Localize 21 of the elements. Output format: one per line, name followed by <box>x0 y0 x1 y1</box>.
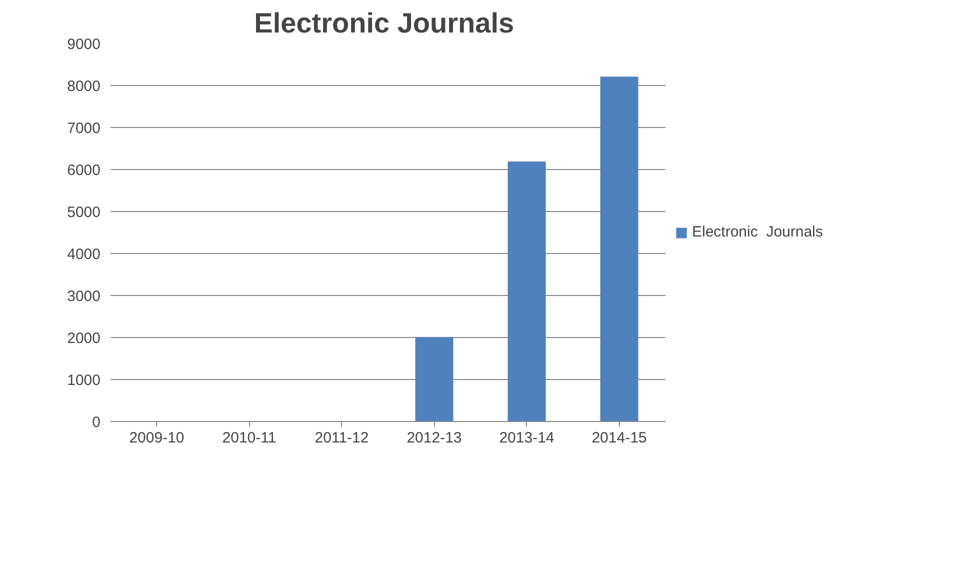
y-tick-label: 6000 <box>67 162 101 179</box>
legend-label: Electronic Journals <box>692 224 823 240</box>
y-tick-label: 8000 <box>67 78 101 95</box>
y-tick-label: 5000 <box>67 204 101 221</box>
bar <box>600 76 638 422</box>
bar <box>508 161 546 422</box>
y-tick-label: 3000 <box>67 288 101 305</box>
y-tick-label: 1000 <box>67 372 101 389</box>
x-tick-label: 2012-13 <box>406 430 462 446</box>
x-tick-label: 2014-15 <box>592 430 647 446</box>
x-tick-label: 2009-10 <box>129 430 184 446</box>
y-tick-label: 4000 <box>67 246 101 263</box>
y-tick-label: 9000 <box>67 36 101 53</box>
y-tick-label: 2000 <box>67 330 101 347</box>
x-tick-label: 2011-12 <box>314 430 369 446</box>
y-tick-label: 7000 <box>67 120 101 137</box>
x-tick-label: 2013-14 <box>499 430 554 446</box>
chart-title: Electronic Journals <box>254 8 514 38</box>
bar <box>415 337 454 422</box>
x-tick-label: 2010-11 <box>222 430 276 446</box>
y-tick-label: 0 <box>92 414 100 431</box>
